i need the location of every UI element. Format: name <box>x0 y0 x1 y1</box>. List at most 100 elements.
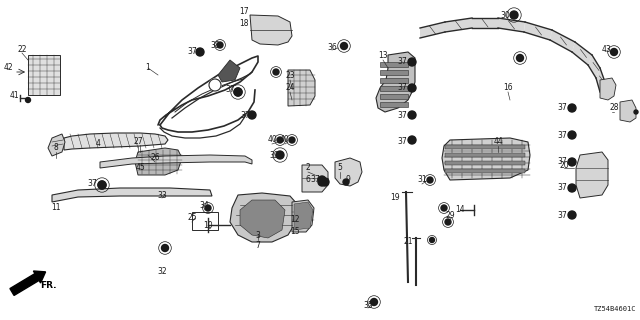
Text: 11: 11 <box>51 204 61 212</box>
Text: 36: 36 <box>327 44 337 52</box>
Polygon shape <box>135 148 182 175</box>
Text: 40: 40 <box>280 135 290 145</box>
Polygon shape <box>302 165 328 192</box>
Polygon shape <box>442 138 530 180</box>
Text: 28: 28 <box>609 103 619 113</box>
Text: 10: 10 <box>203 221 213 230</box>
Text: 32: 32 <box>157 268 167 276</box>
Text: 4: 4 <box>95 139 100 148</box>
Circle shape <box>26 98 31 102</box>
Bar <box>380 78 408 83</box>
Text: 30: 30 <box>500 11 510 20</box>
Polygon shape <box>445 18 472 32</box>
Bar <box>380 70 408 75</box>
Circle shape <box>98 181 106 189</box>
Text: 27: 27 <box>133 138 143 147</box>
Text: 22: 22 <box>17 45 27 54</box>
Polygon shape <box>572 42 592 65</box>
Circle shape <box>289 137 295 143</box>
Text: 18: 18 <box>239 19 249 28</box>
Text: 44: 44 <box>493 138 503 147</box>
Text: 23: 23 <box>285 70 295 79</box>
Polygon shape <box>335 158 362 186</box>
Text: 45: 45 <box>135 163 145 172</box>
Text: 9: 9 <box>346 175 351 185</box>
Circle shape <box>217 42 223 48</box>
Bar <box>380 62 408 67</box>
Text: 19: 19 <box>390 194 400 203</box>
Polygon shape <box>230 193 298 242</box>
Polygon shape <box>100 155 252 168</box>
Circle shape <box>568 211 576 219</box>
Bar <box>380 86 408 91</box>
Polygon shape <box>52 188 212 202</box>
Bar <box>380 102 408 107</box>
Bar <box>445 169 525 173</box>
Circle shape <box>408 58 416 66</box>
Text: 37: 37 <box>557 131 567 140</box>
Circle shape <box>318 176 326 184</box>
Text: 37: 37 <box>310 175 320 185</box>
Text: 41: 41 <box>9 92 19 100</box>
Text: 37: 37 <box>397 110 407 119</box>
Polygon shape <box>240 200 285 238</box>
Polygon shape <box>620 100 636 122</box>
Polygon shape <box>218 60 240 82</box>
Text: 37: 37 <box>397 58 407 67</box>
Circle shape <box>441 205 447 211</box>
Text: 43: 43 <box>601 45 611 54</box>
Polygon shape <box>420 22 445 38</box>
Bar <box>445 161 525 165</box>
Polygon shape <box>48 134 65 156</box>
Text: 15: 15 <box>290 228 300 236</box>
Text: FR.: FR. <box>40 281 56 290</box>
Circle shape <box>510 11 518 19</box>
Text: 17: 17 <box>239 7 249 17</box>
Circle shape <box>277 137 283 143</box>
Text: 20: 20 <box>559 161 569 170</box>
Text: 38: 38 <box>210 41 220 50</box>
Polygon shape <box>600 78 616 100</box>
Text: 12: 12 <box>291 215 300 225</box>
Polygon shape <box>292 200 314 232</box>
Circle shape <box>445 219 451 225</box>
Bar <box>445 153 525 157</box>
Polygon shape <box>524 22 552 40</box>
Text: 37: 37 <box>397 84 407 92</box>
Circle shape <box>196 48 204 56</box>
Text: 42: 42 <box>3 63 13 73</box>
Circle shape <box>318 178 326 186</box>
Bar <box>28 55 60 95</box>
Text: 40: 40 <box>267 135 277 145</box>
Polygon shape <box>498 18 525 32</box>
Polygon shape <box>64 133 168 150</box>
Circle shape <box>248 111 256 119</box>
Text: 31: 31 <box>417 175 427 185</box>
Text: 34: 34 <box>199 201 209 210</box>
Circle shape <box>568 158 576 166</box>
Text: 29: 29 <box>445 211 455 220</box>
Text: 37: 37 <box>557 103 567 113</box>
Circle shape <box>234 88 242 96</box>
Polygon shape <box>472 18 498 28</box>
Bar <box>380 94 408 99</box>
Text: 25: 25 <box>187 213 197 222</box>
Circle shape <box>205 205 211 211</box>
FancyArrow shape <box>10 271 45 295</box>
Polygon shape <box>588 55 600 78</box>
Polygon shape <box>596 68 605 92</box>
Text: 16: 16 <box>503 84 513 92</box>
Text: 37: 37 <box>557 211 567 220</box>
Circle shape <box>98 181 106 189</box>
Text: 8: 8 <box>54 143 58 153</box>
Circle shape <box>209 79 221 91</box>
Text: TZ54B4601C: TZ54B4601C <box>593 306 636 312</box>
Circle shape <box>568 104 576 112</box>
Text: 26: 26 <box>150 154 160 163</box>
Polygon shape <box>294 202 313 230</box>
Text: 3: 3 <box>255 230 260 239</box>
Text: 37: 37 <box>187 47 197 57</box>
Text: 1: 1 <box>146 63 150 73</box>
Circle shape <box>234 88 242 96</box>
Text: 37: 37 <box>557 157 567 166</box>
